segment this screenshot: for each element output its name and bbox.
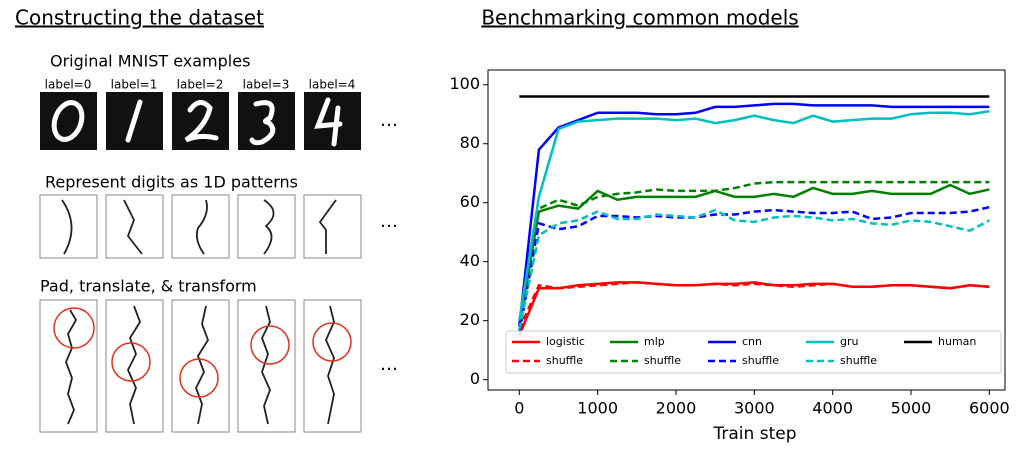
- chart-title: Benchmarking common models: [481, 6, 798, 30]
- legend-label: mlp: [644, 335, 665, 348]
- plot-frame: [487, 69, 1006, 391]
- y-tick-label: 100: [449, 74, 480, 93]
- digit-label: label=3: [243, 78, 290, 92]
- x-tick-label: 3000: [734, 399, 775, 418]
- x-tick-label: 4000: [812, 399, 853, 418]
- digit-label: label=1: [111, 78, 158, 92]
- ellipsis: …: [380, 354, 398, 375]
- legend-label: logistic: [546, 335, 585, 348]
- y-tick-label: 0: [470, 369, 480, 388]
- digit-label: label=0: [45, 78, 92, 92]
- legend-label: cnn: [742, 335, 762, 348]
- step-label: Represent digits as 1D patterns: [45, 173, 298, 192]
- ellipsis: …: [380, 211, 398, 232]
- step-label: Original MNIST examples: [50, 52, 250, 71]
- x-axis-label: Train step: [713, 424, 797, 444]
- series-line: [518, 205, 990, 333]
- x-tick-label: 6000: [969, 399, 1010, 418]
- series-line: [518, 110, 990, 321]
- legend-label: shuffle: [840, 354, 877, 367]
- mnist-images: [40, 92, 361, 150]
- series-line: [518, 208, 990, 330]
- legend-label: shuffle: [742, 354, 779, 367]
- y-tick-label: 40: [460, 251, 480, 270]
- series-line: [518, 281, 990, 336]
- pattern-boxes: [39, 194, 362, 259]
- x-tick-label: 5000: [891, 399, 932, 418]
- series-line: [518, 102, 990, 327]
- digit-label: label=2: [177, 78, 224, 92]
- panel-title: Constructing the dataset: [15, 6, 264, 30]
- x-tick-label: 2000: [656, 399, 697, 418]
- chart: Benchmarking common models Train step 0 2…: [449, 6, 1009, 445]
- legend-label: shuffle: [546, 354, 583, 367]
- legend-label: shuffle: [644, 354, 681, 367]
- series-line: [518, 180, 990, 327]
- legend-label: gru: [840, 335, 858, 348]
- series-line: [518, 183, 990, 324]
- x-tick-label: 1000: [577, 399, 618, 418]
- series-line: [518, 281, 990, 331]
- y-tick-label: 60: [460, 192, 480, 211]
- legend-label: human: [938, 335, 976, 348]
- y-tick-label: 20: [460, 310, 480, 329]
- digit-label: label=4: [309, 78, 356, 92]
- x-tick-label: 0: [514, 399, 524, 418]
- transformed-boxes: [39, 299, 362, 433]
- ellipsis: …: [380, 110, 398, 131]
- y-tick-label: 80: [460, 133, 480, 152]
- step-label: Pad, translate, & transform: [40, 277, 257, 296]
